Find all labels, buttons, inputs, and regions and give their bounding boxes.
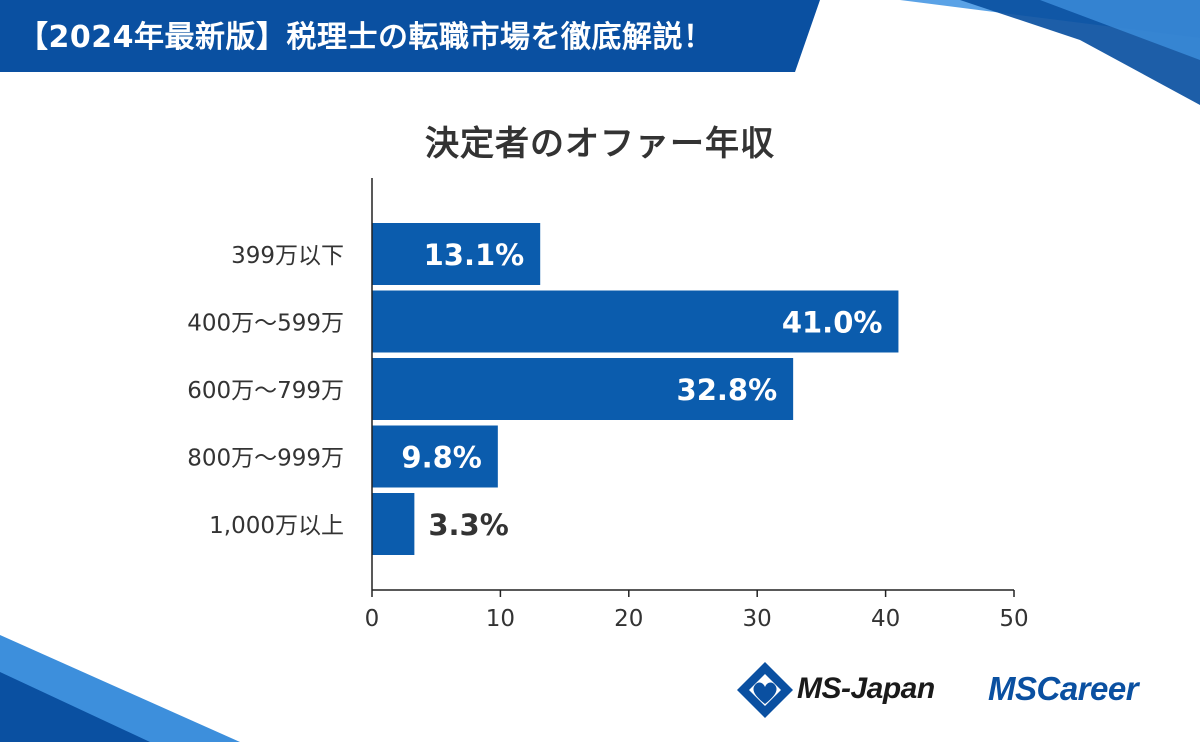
data-label-1: 41.0% [782,306,883,340]
x-tick-label-5: 50 [999,606,1028,632]
bottom-stripe-dark [0,672,150,742]
bar-1 [372,290,899,353]
category-label-3: 800万〜999万 [187,446,344,472]
chart-title: 決定者のオファー年収 [425,124,775,164]
data-label-0: 13.1% [424,238,525,272]
x-tick-label-4: 40 [871,606,900,632]
x-tick-label-2: 20 [614,606,643,632]
x-tick-label-0: 0 [365,606,380,632]
x-tick-label-1: 10 [486,606,515,632]
corner-stripe-mid [1040,0,1200,60]
data-label-2: 32.8% [677,373,778,407]
banner-title: 【2024年最新版】税理士の転職市場を徹底解説！ [18,20,714,55]
data-label-3: 9.8% [401,441,481,475]
category-label-4: 1,000万以上 [209,513,344,539]
ms-japan-logo-text: MS-Japan [797,672,935,705]
category-label-1: 400万〜599万 [187,311,344,337]
bar-3 [372,425,498,488]
title-banner-shape [0,0,820,72]
ms-japan-logo-icon [737,662,793,718]
bar-4 [372,493,415,555]
x-tick-label-3: 30 [743,606,772,632]
category-label-0: 399万以下 [231,243,344,269]
ms-career-logo-text: MSCareer [988,670,1139,707]
bar-2 [372,358,794,420]
category-label-2: 600万〜799万 [187,378,344,404]
bar-0 [372,223,541,285]
data-label-4: 3.3% [428,508,508,542]
